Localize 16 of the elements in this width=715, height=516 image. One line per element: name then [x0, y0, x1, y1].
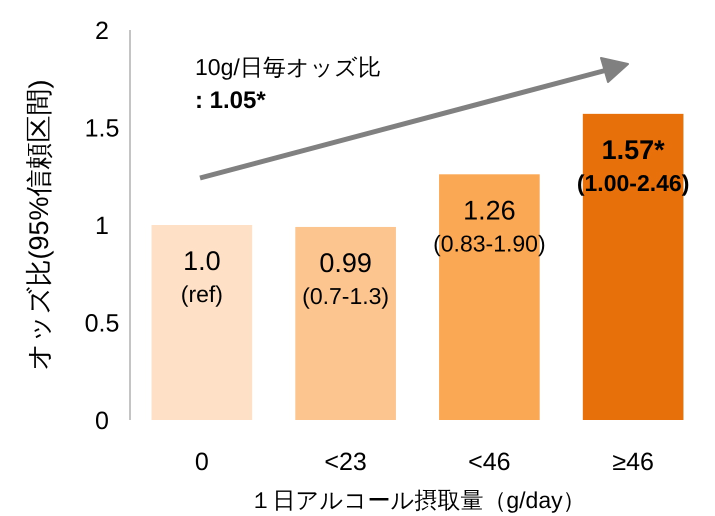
x-tick-label: <46: [468, 448, 511, 476]
y-tick-label: 0: [95, 407, 109, 435]
annotation: 10g/日毎オッズ比 : 1.05*: [195, 54, 381, 114]
y-tick-label: 0.5: [84, 310, 120, 338]
x-tick-label: 0: [194, 448, 209, 476]
data-label: 1.0 (ref): [180, 246, 223, 307]
bar: [295, 226, 396, 420]
y-axis-title: オッズ比(95%信頼区間): [24, 79, 54, 371]
y-tick-label: 1.5: [84, 114, 120, 142]
x-tick-label: ≥46: [612, 448, 654, 476]
bar: [152, 225, 252, 420]
y-tick-label: 2: [95, 17, 109, 45]
x-tick-label: <23: [324, 448, 367, 476]
y-tick-label: 1: [95, 212, 109, 240]
x-axis-title: １日アルコール摂取量（g/day）: [249, 487, 586, 513]
data-label: 0.99 (0.7-1.3): [302, 248, 390, 309]
